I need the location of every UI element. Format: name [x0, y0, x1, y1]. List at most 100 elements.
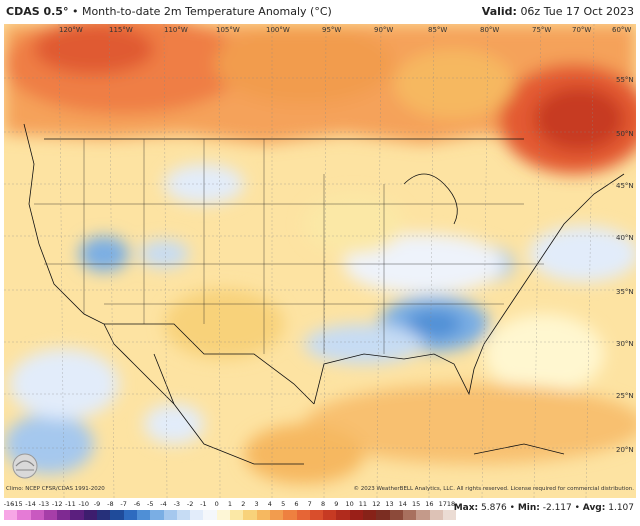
- avg-label: Avg:: [582, 503, 606, 513]
- colorbar-ticks: -16 -15 -14 -13 -12 -11 -10 -9 -8 -7 -6 -5 -4 -3 -2 -1 0…: [4, 500, 456, 510]
- colorbar-swatch: [283, 510, 297, 520]
- colorbar-swatch: [230, 510, 244, 520]
- map-panel[interactable]: 120°W 115°W 110°W 105°W 100°W 95°W 90°W …: [4, 24, 636, 498]
- lat-label: 20°N: [616, 446, 634, 454]
- colorbar-swatch: [363, 510, 377, 520]
- weatherbell-logo: [8, 452, 42, 480]
- stats-readout: Max: 5.876 • Min: -2.117 • Avg: 1.107: [453, 503, 634, 513]
- colorbar-swatch: [203, 510, 217, 520]
- min-value: -2.117: [542, 503, 572, 513]
- colorbar-swatch: [349, 510, 364, 520]
- colorbar-tick-label: -2: [186, 500, 194, 508]
- anomaly-field: [4, 24, 636, 484]
- map-title-text: • Month-to-date 2m Temperature Anomaly (…: [68, 5, 332, 18]
- colorbar-tick-label: -12: [51, 500, 63, 508]
- colorbar-tick-label: -3: [173, 500, 181, 508]
- colorbar-swatch: [256, 510, 270, 520]
- colorbar-tick-label: 2: [241, 500, 246, 508]
- model-name: CDAS 0.5°: [6, 5, 69, 18]
- colorbar-swatch: [70, 510, 84, 520]
- colorbar-tick-label: 15: [411, 500, 421, 508]
- colorbar-tick-label: 4: [267, 500, 272, 508]
- colorbar-tick-label: 18: [446, 500, 456, 508]
- mexico-coast: [153, 353, 304, 465]
- colorbar-swatch: [416, 510, 430, 520]
- colorbar-tick-label: -11: [65, 500, 76, 508]
- colorbar-tick-label: 3: [254, 500, 259, 508]
- colorbar-tick-label: -8: [107, 500, 114, 508]
- colorbar-swatch: [110, 510, 124, 520]
- colorbar-swatch: [17, 510, 31, 520]
- lat-label: 50°N: [616, 130, 634, 138]
- valid-time: Valid: 06z Tue 17 Oct 2023: [482, 5, 634, 18]
- lat-label: 55°N: [616, 76, 634, 84]
- colorbar-tick-label: -5: [146, 500, 154, 508]
- min-label: Min:: [517, 503, 540, 513]
- state-lines: [34, 139, 544, 354]
- colorbar-swatch: [309, 510, 324, 520]
- colorbar-tick-label: -1: [200, 500, 207, 508]
- colorbar-swatch: [429, 510, 443, 520]
- colorbar-swatch: [442, 510, 457, 520]
- colorbar-tick-label: 7: [307, 500, 312, 508]
- lon-label: 80°W: [480, 26, 499, 34]
- colorbar-swatch: [97, 510, 111, 520]
- colorbar-swatch: [123, 510, 137, 520]
- colorbar-tick-label: -15: [11, 500, 23, 508]
- lon-label: 100°W: [266, 26, 290, 34]
- colorbar-swatch: [402, 510, 417, 520]
- lon-labels: 120°W 115°W 110°W 105°W 100°W 95°W 90°W …: [59, 26, 631, 34]
- colorbar-swatch: [83, 510, 98, 520]
- lon-label: 75°W: [532, 26, 551, 34]
- colorbar-tick-label: 13: [385, 500, 394, 508]
- colorbar-tick-label: -6: [133, 500, 141, 508]
- colorbar-swatch: [296, 510, 310, 520]
- us-mexico-border: [104, 323, 315, 405]
- lon-label: 90°W: [374, 26, 393, 34]
- colorbar-tick-label: 5: [281, 500, 286, 508]
- colorbar-tick-label: 8: [320, 500, 326, 508]
- colorbar-swatch: [389, 510, 403, 520]
- colorbar-swatch: [57, 510, 71, 520]
- colorbar-tick-label: 12: [372, 500, 381, 508]
- lon-label: 105°W: [216, 26, 240, 34]
- colorbar-tick-label: 16: [425, 500, 434, 508]
- colorbar-swatch: [269, 510, 284, 520]
- lon-label: 85°W: [428, 26, 447, 34]
- anomaly-map: 120°W 115°W 110°W 105°W 100°W 95°W 90°W …: [4, 24, 636, 498]
- lat-label: 35°N: [616, 288, 634, 296]
- lat-label: 25°N: [616, 392, 634, 400]
- valid-label: Valid:: [481, 5, 517, 18]
- cuba-outline: [473, 443, 565, 455]
- colorbar-swatch: [30, 510, 44, 520]
- colorbar-swatch: [336, 510, 350, 520]
- lat-labels: 55°N 50°N 45°N 40°N 35°N 30°N 25°N 20°N: [616, 76, 634, 454]
- graticule: [4, 24, 636, 498]
- lon-label: 115°W: [109, 26, 133, 34]
- colorbar-tick-label: -13: [38, 500, 50, 508]
- lat-label: 45°N: [616, 182, 634, 190]
- colorbar-tick-label: -10: [78, 500, 90, 508]
- colorbar: -16 -15 -14 -13 -12 -11 -10 -9 -8 -7 -6 -5 -4 -3 -2 -1 0…: [4, 500, 457, 522]
- colorbar-tick-label: -9: [93, 500, 101, 508]
- colorbar-swatch: [376, 510, 390, 520]
- colorbar-tick-label: 9: [334, 500, 339, 508]
- map-title: CDAS 0.5° • Month-to-date 2m Temperature…: [6, 5, 332, 18]
- colorbar-tick-label: -16: [3, 500, 15, 508]
- max-label: Max:: [453, 503, 479, 513]
- weatherbell-logo-icon: [12, 453, 38, 479]
- copyright-notice: © 2023 WeatherBELL Analytics, LLC. All r…: [353, 486, 634, 492]
- lon-label: 60°W: [612, 26, 631, 34]
- colorbar-swatch: [176, 510, 191, 520]
- lon-label: 120°W: [59, 26, 83, 34]
- colorbar-tick-label: 17: [438, 500, 447, 508]
- colorbar-swatch: [150, 510, 164, 520]
- colorbar-tick-label: 11: [358, 500, 368, 508]
- colorbar-swatch: [4, 510, 18, 520]
- lat-label: 40°N: [616, 234, 634, 242]
- colorbar-tick-label: 10: [345, 500, 354, 508]
- avg-value: 1.107: [608, 503, 634, 513]
- colorbar-tick-label: 1: [227, 500, 233, 508]
- colorbar-tick-label: -14: [25, 500, 36, 508]
- max-value: 5.876: [481, 503, 507, 513]
